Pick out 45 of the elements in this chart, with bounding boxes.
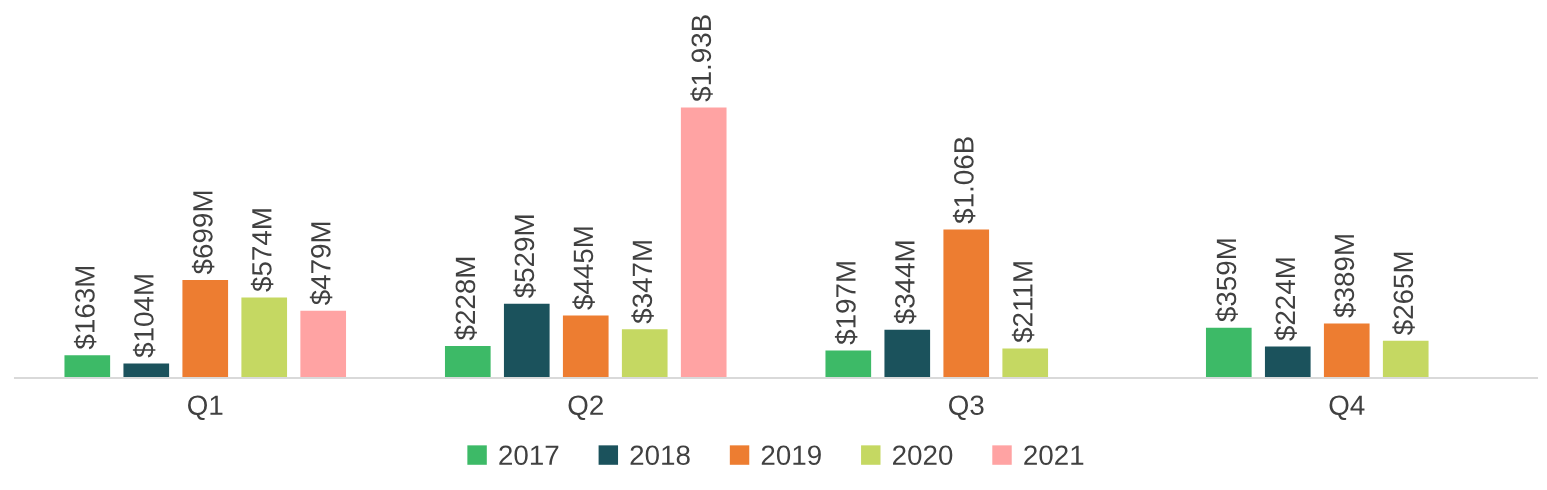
bar (825, 350, 872, 378)
data-label: $389M (1333, 235, 1356, 318)
bar (300, 310, 347, 378)
data-label: $197M (834, 262, 858, 345)
bar (1323, 323, 1370, 378)
bar (621, 329, 668, 378)
x-tick-label: Q4 (1329, 395, 1365, 421)
legend-label: 2021 (1024, 445, 1084, 466)
data-label: $1.93B (690, 15, 713, 102)
bar (503, 303, 550, 378)
data-label: $211M (1011, 262, 1035, 343)
x-tick-label: Q3 (949, 395, 984, 421)
bar (241, 297, 288, 378)
legend-label: 2019 (761, 445, 821, 466)
x-tick-label: Q1 (188, 395, 223, 421)
data-label: $228M (454, 257, 477, 341)
data-label: $104M (132, 275, 156, 358)
bar (943, 229, 990, 378)
bar (1002, 348, 1049, 378)
data-label: $1.06B (952, 137, 976, 224)
data-label: $224M (1274, 258, 1297, 341)
bar (64, 355, 111, 378)
bar (182, 280, 229, 378)
bar (680, 107, 727, 378)
bar (444, 346, 491, 378)
legend-label: 2017 (499, 445, 559, 466)
bar (562, 315, 609, 378)
legend-label: 2018 (630, 445, 690, 466)
data-label: $529M (513, 215, 536, 298)
bar (1205, 327, 1252, 378)
data-label: $445M (572, 227, 595, 310)
data-label: $699M (191, 191, 215, 275)
data-label: $359M (1215, 239, 1238, 322)
data-label: $347M (631, 241, 654, 324)
bar (1382, 340, 1429, 378)
bar (884, 329, 931, 378)
data-label: $265M (1392, 252, 1415, 335)
x-tick-label: Q2 (568, 395, 603, 421)
bar (123, 363, 170, 378)
data-label: $344M (893, 241, 917, 324)
data-label: $574M (250, 209, 274, 292)
bar (1264, 346, 1311, 378)
legend-label: 2020 (893, 445, 953, 466)
data-label: $479M (309, 222, 333, 305)
data-label: $163M (73, 266, 97, 350)
